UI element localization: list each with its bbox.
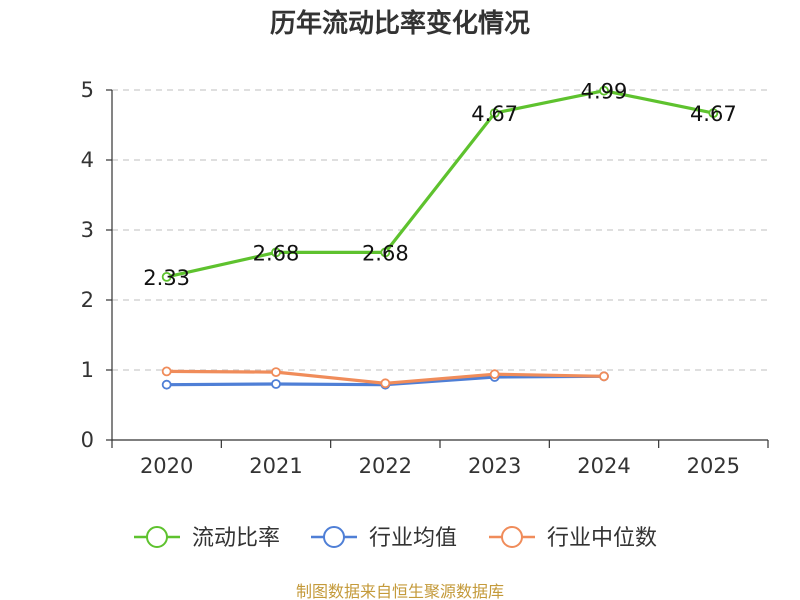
y-tick-label: 5	[81, 78, 94, 102]
series-line	[166, 89, 714, 279]
data-label: 4.67	[690, 102, 737, 126]
data-label: 2.68	[362, 241, 409, 265]
data-point	[380, 378, 391, 389]
legend-swatch-marker	[501, 526, 523, 548]
data-point	[380, 247, 391, 258]
data-point	[489, 108, 500, 118]
legend-item: 流动比率	[134, 526, 280, 551]
x-tick-label: 2022	[359, 454, 412, 478]
legend-label: 流动比率	[192, 526, 280, 551]
series-1	[161, 85, 719, 282]
x-tick-label: 2020	[140, 454, 193, 478]
legend-label: 行业中位数	[547, 526, 657, 551]
data-point	[161, 379, 172, 390]
data-point	[271, 247, 281, 258]
x-tick-label: 2023	[468, 454, 521, 478]
legend: 流动比率 行业均值 行业中位数	[134, 526, 657, 551]
data-label: 4.99	[581, 80, 628, 104]
data-labels: 2.33 2.68 2.68 4.67 4.99 4.67	[143, 80, 736, 290]
x-tick-label: 2025	[687, 454, 740, 478]
grid-lines	[112, 89, 768, 371]
series-3	[161, 366, 609, 389]
data-point	[599, 371, 609, 382]
data-point	[161, 271, 172, 282]
y-tick-label: 1	[81, 358, 94, 382]
chart-title: 历年流动比率变化情况	[270, 8, 530, 39]
data-point	[161, 366, 172, 377]
x-tick-label: 2021	[249, 454, 302, 478]
axes: 0 1 2 3 4 5 2020 2021 2022 2023 2024 2025	[81, 78, 769, 478]
data-label: 4.67	[471, 102, 518, 126]
legend-swatch-marker	[146, 526, 168, 548]
data-point	[271, 379, 281, 389]
data-point	[271, 367, 281, 378]
data-label: 2.33	[143, 266, 190, 290]
data-point	[599, 85, 609, 96]
x-tick-label: 2024	[577, 454, 630, 478]
series-group	[161, 85, 719, 390]
source-note: 制图数据来自恒生聚源数据库	[296, 582, 504, 600]
y-tick-label: 3	[81, 218, 94, 242]
y-tick-label: 4	[81, 148, 94, 172]
data-label: 2.68	[253, 241, 300, 265]
y-tick-label: 2	[81, 288, 94, 312]
legend-label: 行业均值	[369, 526, 457, 551]
data-point	[708, 108, 719, 118]
y-tick-label: 0	[81, 428, 94, 452]
legend-item: 行业均值	[311, 526, 457, 551]
data-point	[489, 369, 500, 380]
legend-item: 行业中位数	[489, 526, 657, 551]
legend-swatch-marker	[323, 526, 345, 548]
